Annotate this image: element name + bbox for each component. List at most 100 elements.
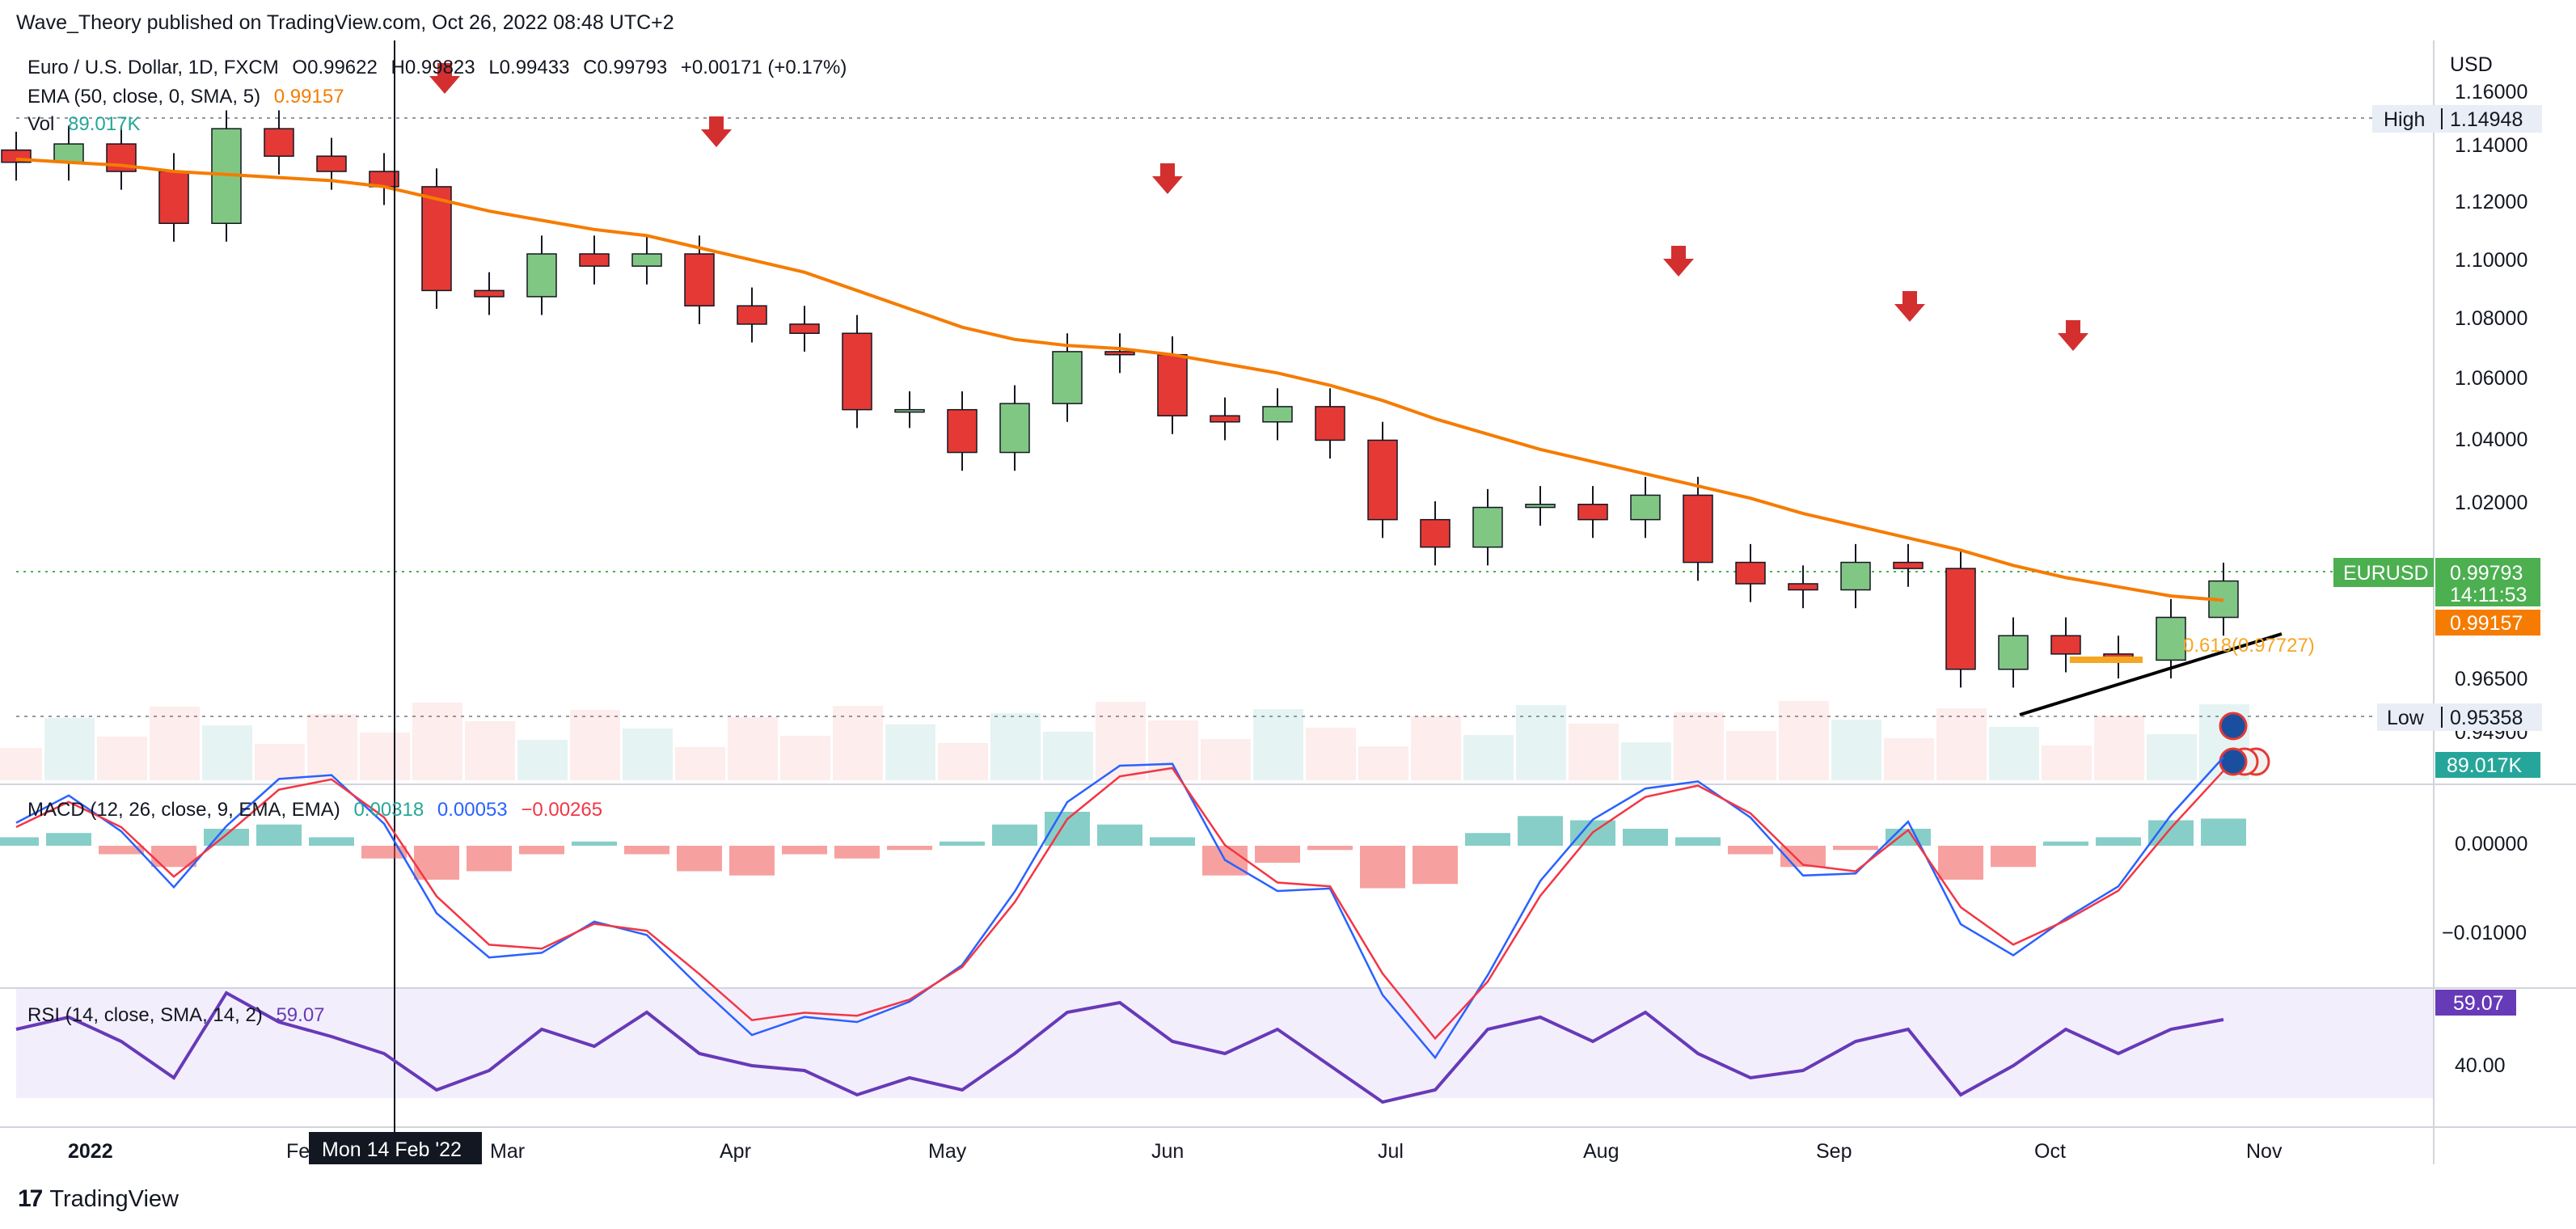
volume-bar: [1569, 724, 1619, 780]
volume-bar: [1516, 705, 1566, 780]
ema-legend-value: 0.99157: [273, 86, 344, 108]
candle-body: [789, 323, 820, 334]
macd-signal-value: −0.00265: [521, 799, 603, 821]
rsi-value-tag-text: 59.07: [2453, 992, 2504, 1015]
us-flag-icon[interactable]: [2219, 747, 2248, 776]
candle-body: [1630, 494, 1661, 521]
macd-histogram-bar: [1360, 846, 1405, 889]
low-tag-label: Low: [2387, 707, 2425, 729]
rsi-line: [15, 990, 2224, 1104]
price-axis-unit: USD: [2450, 53, 2493, 76]
volume-bar: [1884, 738, 1934, 780]
candle-body: [1157, 353, 1188, 416]
volume-bar: [780, 736, 830, 780]
support-trendline[interactable]: [2019, 632, 2283, 716]
macd-histogram-bar: [1150, 837, 1195, 846]
down-arrow-icon: [2058, 320, 2088, 351]
volume-bar: [623, 729, 673, 780]
macd-histogram-bar: [1938, 846, 1983, 880]
volume-bar: [202, 725, 252, 780]
volume-bar: [570, 710, 620, 780]
price-tick: 1.06000: [2455, 367, 2527, 390]
volume-bar: [307, 714, 357, 780]
volume-legend-value: 89.017K: [68, 113, 141, 135]
event-badges[interactable]: [2219, 712, 2270, 776]
volume-bar: [1411, 716, 1461, 780]
time-label: Mar: [490, 1140, 525, 1163]
time-label: Oct: [2034, 1140, 2066, 1163]
eu-flag-icon[interactable]: [2219, 712, 2248, 741]
candle-body: [1735, 561, 1766, 585]
price-tick: 1.16000: [2455, 81, 2527, 103]
candle-body: [474, 289, 505, 298]
time-label: Jul: [1378, 1140, 1404, 1163]
volume-bar: [938, 743, 988, 780]
time-label: May: [928, 1140, 967, 1163]
fib-marker[interactable]: [2070, 657, 2143, 663]
macd-histogram-bar: [1465, 833, 1510, 846]
candle-body: [1262, 406, 1293, 423]
candle-body: [1104, 351, 1135, 356]
legend-close: C0.99793: [583, 57, 668, 78]
tradingview-logo[interactable]: 17 TradingView: [18, 1185, 179, 1213]
macd-signal-line: [15, 767, 2224, 1041]
macd-tick: 0.00000: [2455, 833, 2527, 855]
volume-bar: [1253, 709, 1303, 780]
macd-histogram-bar: [99, 846, 144, 855]
macd-histogram-bar: [834, 846, 880, 859]
main-legend[interactable]: Euro / U.S. Dollar, 1D, FXCM O0.99622 H0…: [27, 57, 855, 79]
crosshair-date-tag: [309, 1132, 482, 1164]
macd-legend[interactable]: MACD (12, 26, close, 9, EMA, EMA) 0.0031…: [27, 799, 610, 821]
candles: [1, 110, 2239, 688]
volume-bar: [1201, 739, 1251, 780]
macd-histogram-bar: [361, 846, 407, 859]
candle-body: [1052, 351, 1083, 404]
ema-line: [15, 157, 2224, 602]
macd-legend-label: MACD (12, 26, close, 9, EMA, EMA): [27, 799, 340, 821]
price-tick: 1.04000: [2455, 429, 2527, 451]
volume-legend[interactable]: Vol 89.017K: [27, 113, 148, 136]
crosshair-date: Mon 14 Feb '22: [322, 1138, 462, 1161]
candle-body: [999, 403, 1030, 454]
macd-histogram-bar: [1307, 846, 1353, 851]
price-tick: 1.08000: [2455, 307, 2527, 330]
macd-histogram-bar: [519, 846, 564, 855]
volume-bar: [885, 724, 935, 780]
candle-body: [579, 253, 610, 267]
candle-body: [1945, 568, 1976, 670]
volume-bar: [255, 744, 305, 780]
volume-bar: [990, 713, 1041, 780]
candle-body: [1525, 504, 1556, 509]
candle-body: [1840, 561, 1871, 591]
volume-bar: [1463, 735, 1514, 780]
legend-open: O0.99622: [292, 57, 378, 78]
candle-body: [421, 186, 452, 292]
high-tag: [2372, 105, 2542, 133]
macd-histogram-bar: [1623, 829, 1668, 846]
macd-histogram-bar: [2043, 841, 2088, 846]
macd-histogram-bar: [1675, 837, 1721, 846]
price-axis[interactable]: USD 1.16000 1.14000 1.12000 1.10000 1.08…: [2333, 53, 2542, 1077]
candle-body: [1210, 415, 1240, 423]
macd-line-value: 0.00053: [437, 799, 508, 821]
macd-histogram-bar: [940, 841, 985, 846]
rsi-legend-label: RSI (14, close, SMA, 14, 2): [27, 1004, 263, 1026]
volume-area: [0, 701, 2249, 780]
candle-body: [1998, 635, 2029, 670]
volume-bar: [833, 706, 883, 780]
candle-body: [842, 332, 872, 411]
last-price: 0.99793: [2450, 562, 2523, 585]
candle-body: [1472, 506, 1503, 548]
macd-histogram-bar: [1097, 824, 1142, 846]
macd-histogram-bar: [2096, 837, 2141, 846]
rsi-legend[interactable]: RSI (14, close, SMA, 14, 2) 59.07: [27, 1004, 333, 1027]
time-label: 2022: [68, 1140, 113, 1163]
ema-price-tag: [2435, 610, 2540, 636]
published-header: Wave_Theory published on TradingView.com…: [16, 11, 674, 34]
macd-histogram-bar: [2148, 820, 2194, 846]
candle-body: [1367, 439, 1398, 521]
symbol-tag-text: EURUSD: [2343, 562, 2429, 585]
ema-legend[interactable]: EMA (50, close, 0, SMA, 5) 0.99157: [27, 86, 353, 108]
time-axis[interactable]: 2022 Feb Mar Apr May Jun Jul Aug Sep Oct…: [68, 1132, 2283, 1164]
